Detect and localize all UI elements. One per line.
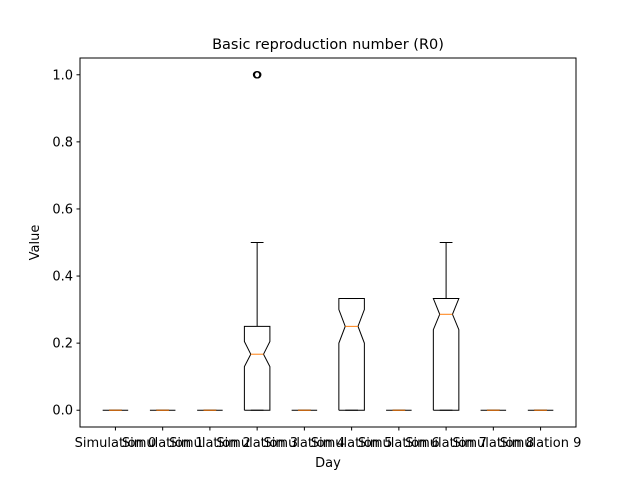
x-tick-label: Simulation 8 — [453, 436, 535, 451]
x-tick-label: Simulation 4 — [264, 436, 346, 451]
x-tick-label: Simulation 2 — [169, 436, 251, 451]
chart-title: Basic reproduction number (R0) — [212, 37, 444, 53]
box — [432, 298, 460, 411]
x-tick-label: Simulation 3 — [216, 436, 298, 451]
x-tick-label: Simulation 6 — [358, 436, 440, 451]
x-tick-label: Simulation 5 — [311, 436, 393, 451]
axes-frame — [79, 57, 577, 428]
x-tick-label: Simulation 7 — [405, 436, 487, 451]
y-tick-label: 0.4 — [52, 270, 73, 285]
y-axis-label: Value — [28, 225, 43, 261]
plot-area — [102, 71, 554, 411]
x-tick-label: Simulation 0 — [75, 436, 157, 451]
y-axis: 0.0 0.2 0.4 0.6 0.8 1.0 — [52, 68, 80, 419]
y-tick-label: 0.0 — [52, 404, 73, 419]
x-axis-label: Day — [315, 456, 341, 471]
y-tick-label: 0.8 — [52, 135, 73, 150]
y-tick-label: 1.0 — [52, 68, 73, 83]
box — [338, 298, 365, 411]
box — [243, 325, 271, 411]
x-tick-label: Simulation 9 — [500, 436, 582, 451]
x-tick-label: Simulation 1 — [122, 436, 204, 451]
box-group — [243, 71, 271, 411]
y-tick-label: 0.6 — [52, 202, 73, 217]
outlier-point — [254, 71, 262, 79]
y-tick-label: 0.2 — [52, 337, 73, 352]
box-group — [338, 298, 365, 411]
box-group — [432, 242, 460, 411]
